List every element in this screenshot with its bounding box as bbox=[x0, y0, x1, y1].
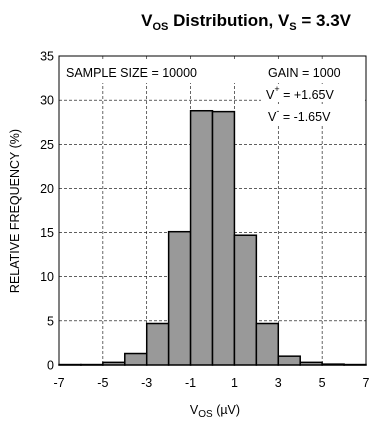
x-tick-label: -5 bbox=[97, 376, 108, 390]
chart-title: VOS Distribution, VS = 3.3V bbox=[141, 11, 351, 33]
y-tick-label: 35 bbox=[40, 50, 54, 64]
plot-frame bbox=[58, 55, 367, 366]
y-tick-label: 10 bbox=[40, 270, 54, 284]
histogram-bar bbox=[145, 322, 170, 366]
histogram-bar bbox=[233, 234, 258, 366]
histogram-bar bbox=[211, 110, 236, 366]
x-tick-label: 1 bbox=[231, 376, 238, 390]
x-tick-label: 5 bbox=[319, 376, 326, 390]
y-tick-label: 15 bbox=[40, 226, 54, 240]
x-tick-label: -1 bbox=[185, 376, 196, 390]
annotation-left: SAMPLE SIZE = 10000 bbox=[61, 61, 237, 83]
sample-size-label-bg bbox=[61, 61, 237, 83]
y-tick-label: 25 bbox=[40, 138, 54, 152]
x-axis-label: VOS (µV) bbox=[190, 403, 240, 420]
vplus-label: V+ = +1.65V bbox=[266, 84, 334, 102]
histogram-bars bbox=[58, 109, 367, 366]
gain-label-bg bbox=[264, 61, 365, 83]
x-tick-label: -3 bbox=[141, 376, 152, 390]
y-tick-labels: 0 5 10 15 20 25 30 35 bbox=[40, 50, 54, 373]
y-tick-label: 20 bbox=[40, 182, 54, 196]
x-tick-label: -7 bbox=[53, 376, 64, 390]
annotation-right: GAIN = 1000 V+ = +1.65V V- = -1.65V bbox=[261, 61, 365, 126]
gain-label: GAIN = 1000 bbox=[268, 66, 341, 80]
vminus-label-bg bbox=[263, 106, 351, 126]
x-tick-label: 3 bbox=[275, 376, 282, 390]
y-axis-label: RELATIVE FREQUENCY (%) bbox=[8, 129, 22, 293]
histogram-bar bbox=[189, 109, 214, 366]
sample-size-label: SAMPLE SIZE = 10000 bbox=[66, 66, 197, 80]
y-tick-label: 5 bbox=[47, 314, 54, 328]
histogram-bar bbox=[277, 355, 301, 366]
vplus-label-bg bbox=[261, 84, 365, 102]
y-tick-label: 30 bbox=[40, 94, 54, 108]
histogram-bar bbox=[167, 230, 192, 366]
vminus-label: V- = -1.65V bbox=[268, 106, 331, 124]
x-tick-label: 7 bbox=[363, 376, 370, 390]
x-tick-labels: -7 -5 -3 -1 1 3 5 7 bbox=[53, 376, 369, 390]
histogram-bar bbox=[124, 352, 148, 366]
histogram-bar bbox=[255, 322, 280, 366]
y-tick-label: 0 bbox=[47, 359, 54, 373]
